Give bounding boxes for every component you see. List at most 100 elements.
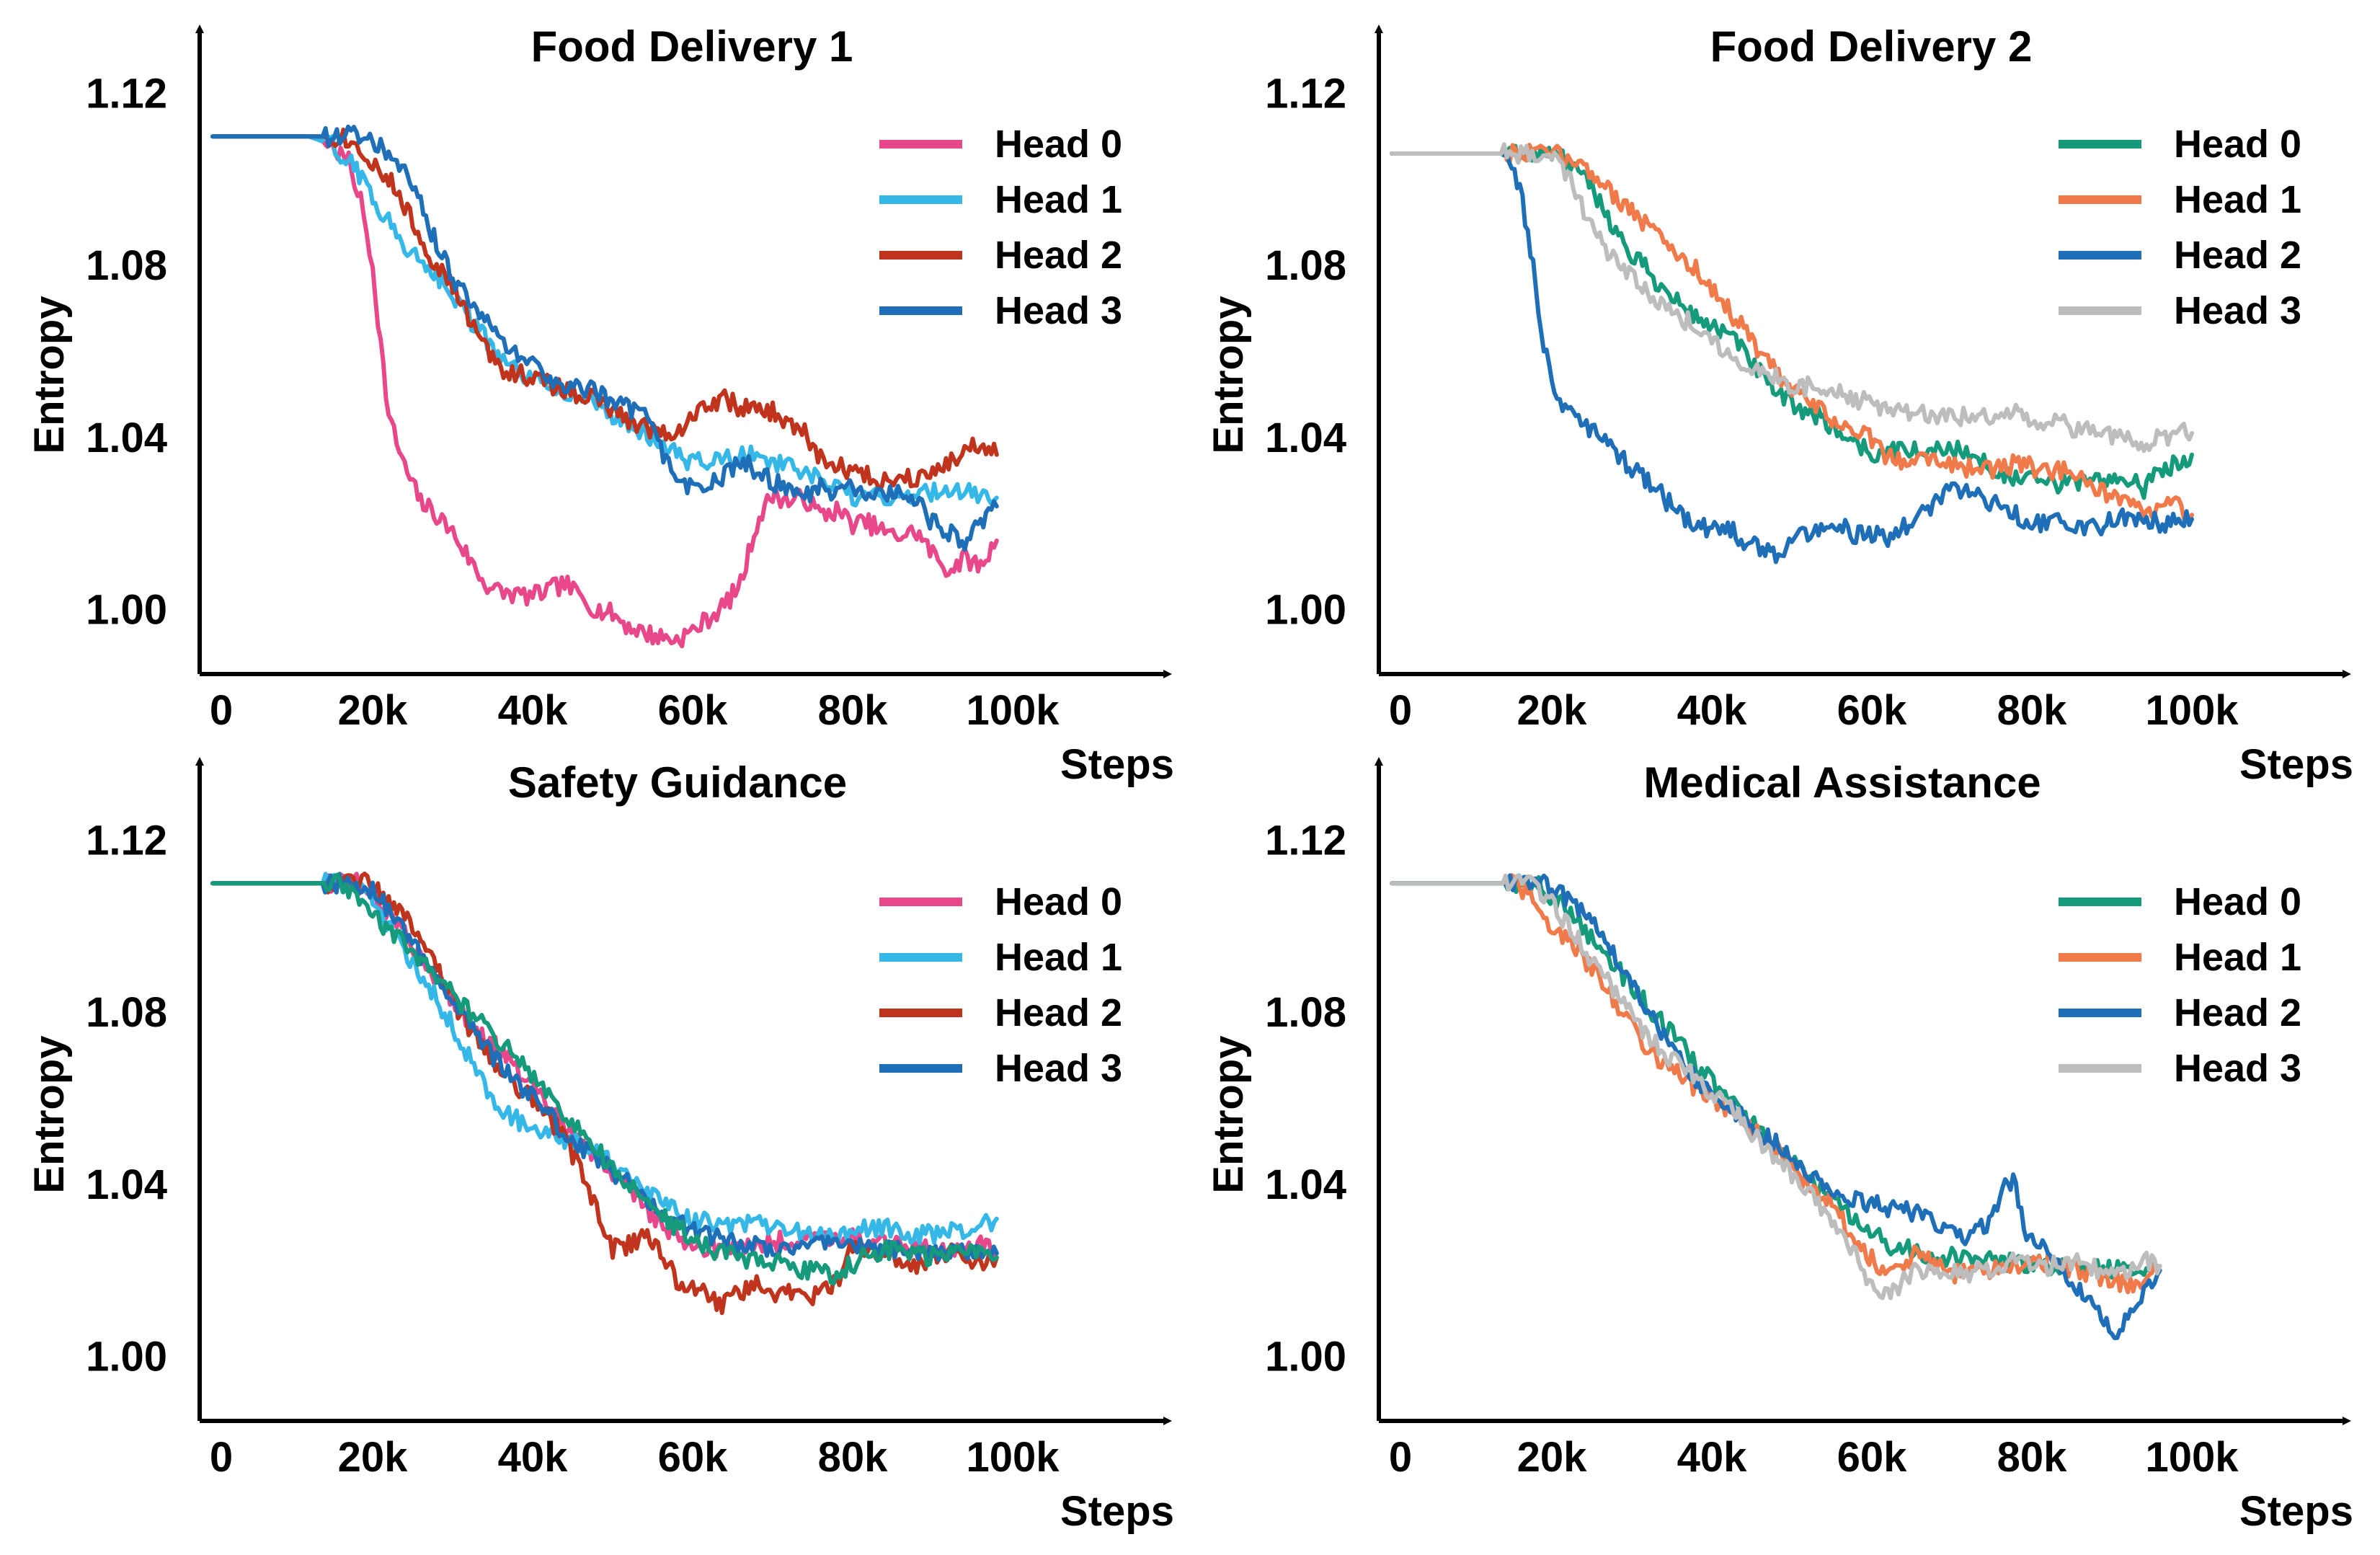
x-tick-label: 0 bbox=[210, 1434, 233, 1481]
x-tick-label: 80k bbox=[1997, 1434, 2068, 1481]
panel-food-delivery-2: Food Delivery 2 Entropy Steps 0 20k 40k 60k… bbox=[1205, 22, 2353, 788]
legend-label: Head 2 bbox=[995, 991, 1122, 1035]
x-tick-label: 40k bbox=[498, 1434, 569, 1481]
y-tick-label: 1.08 bbox=[1265, 989, 1346, 1036]
legend-label: Head 3 bbox=[2174, 1047, 2301, 1090]
x-axis-label: Steps bbox=[1060, 741, 1174, 788]
x-axis-label: Steps bbox=[2239, 741, 2353, 788]
x-tick-label: 60k bbox=[1837, 1434, 1908, 1481]
x-tick-label: 20k bbox=[338, 687, 409, 734]
series-line-head-2 bbox=[1390, 149, 2194, 564]
series-group bbox=[1390, 873, 2162, 1340]
series-line-head-2 bbox=[210, 128, 999, 491]
y-tick-label: 1.12 bbox=[1265, 818, 1346, 864]
legend: Head 0 Head 1 Head 2 Head 3 bbox=[2059, 880, 2301, 1090]
ticks: 0 20k 40k 60k 80k 100k 1.00 1.04 1.08 1.12 bbox=[1265, 818, 2239, 1481]
series-line-head-0 bbox=[210, 872, 999, 1260]
ticks: 0 20k 40k 60k 80k 100k 1.00 1.04 1.08 1.12 bbox=[86, 818, 1060, 1481]
x-tick-label: 0 bbox=[210, 687, 233, 734]
legend-label: Head 0 bbox=[995, 880, 1122, 923]
y-tick-label: 1.00 bbox=[86, 587, 167, 634]
ticks: 0 20k 40k 60k 80k 100k 1.00 1.04 1.08 1.12 bbox=[86, 71, 1060, 735]
axes bbox=[195, 757, 1172, 1425]
chart-title: Food Delivery 2 bbox=[1710, 22, 2033, 71]
x-tick-label: 100k bbox=[2145, 687, 2239, 734]
axes bbox=[1375, 757, 2351, 1425]
axes bbox=[1375, 25, 2351, 678]
panel-safety-guidance: Safety Guidance Entropy Steps 0 20k 40k 60k… bbox=[26, 757, 1174, 1535]
legend-label: Head 3 bbox=[995, 1047, 1122, 1090]
series-line-head-3 bbox=[210, 872, 999, 1263]
legend-label: Head 3 bbox=[995, 289, 1122, 332]
axes bbox=[195, 25, 1172, 678]
x-tick-label: 60k bbox=[1837, 687, 1908, 734]
y-tick-label: 1.04 bbox=[1265, 415, 1346, 461]
legend-label: Head 3 bbox=[2174, 289, 2301, 332]
ticks: 0 20k 40k 60k 80k 100k 1.00 1.04 1.08 1.12 bbox=[1265, 71, 2239, 735]
y-axis-label: Entropy bbox=[26, 1035, 73, 1193]
series-line-head-3 bbox=[1390, 873, 2162, 1301]
x-tick-label: 100k bbox=[966, 687, 1060, 734]
x-tick-label: 80k bbox=[818, 687, 889, 734]
x-tick-label: 60k bbox=[658, 687, 729, 734]
x-tick-label: 60k bbox=[658, 1434, 729, 1481]
x-tick-label: 20k bbox=[338, 1434, 409, 1481]
y-tick-label: 1.00 bbox=[1265, 1334, 1346, 1381]
y-tick-label: 1.00 bbox=[1265, 587, 1346, 634]
chart-title: Safety Guidance bbox=[508, 758, 847, 807]
series-line-head-1 bbox=[210, 872, 999, 1245]
legend-label: Head 1 bbox=[2174, 936, 2301, 979]
legend: Head 0 Head 1 Head 2 Head 3 bbox=[2059, 123, 2301, 332]
y-tick-label: 1.04 bbox=[86, 415, 167, 461]
legend: Head 0 Head 1 Head 2 Head 3 bbox=[879, 123, 1122, 332]
legend-label: Head 0 bbox=[2174, 123, 2301, 166]
legend-label: Head 1 bbox=[2174, 178, 2301, 221]
panel-medical-assistance: Medical Assistance Entropy Steps 0 20k 40k… bbox=[1205, 757, 2353, 1535]
x-tick-label: 0 bbox=[1389, 687, 1412, 734]
y-tick-label: 1.08 bbox=[86, 242, 167, 289]
legend-label: Head 2 bbox=[2174, 991, 2301, 1035]
legend-label: Head 0 bbox=[2174, 880, 2301, 923]
y-tick-label: 1.04 bbox=[86, 1161, 167, 1208]
series-line-head-3 bbox=[210, 124, 999, 552]
legend-label: Head 0 bbox=[995, 123, 1122, 166]
x-tick-label: 80k bbox=[1997, 687, 2068, 734]
series-line-head-0 bbox=[1390, 873, 2162, 1280]
legend-label: Head 1 bbox=[995, 178, 1122, 221]
x-tick-label: 40k bbox=[1677, 687, 1748, 734]
x-tick-label: 20k bbox=[1517, 687, 1588, 734]
series-line-head-1 bbox=[210, 133, 999, 508]
y-tick-label: 1.08 bbox=[86, 989, 167, 1036]
y-tick-label: 1.12 bbox=[1265, 71, 1346, 118]
y-axis-label: Entropy bbox=[1205, 296, 1252, 453]
x-tick-label: 20k bbox=[1517, 1434, 1588, 1481]
x-tick-label: 80k bbox=[818, 1434, 889, 1481]
x-tick-label: 40k bbox=[1677, 1434, 1748, 1481]
y-tick-label: 1.04 bbox=[1265, 1161, 1346, 1208]
x-tick-label: 100k bbox=[966, 1434, 1060, 1481]
x-axis-label: Steps bbox=[1060, 1488, 1174, 1535]
y-tick-label: 1.12 bbox=[86, 818, 167, 864]
series-group bbox=[1390, 142, 2194, 564]
x-tick-label: 0 bbox=[1389, 1434, 1412, 1481]
panel-food-delivery-1: Food Delivery 1 Entropy Steps 0 20k 40k 60k… bbox=[26, 22, 1174, 788]
legend-label: Head 2 bbox=[2174, 234, 2301, 277]
x-tick-label: 40k bbox=[498, 687, 569, 734]
chart-title: Medical Assistance bbox=[1643, 758, 2041, 807]
y-axis-label: Entropy bbox=[1205, 1035, 1252, 1193]
series-group bbox=[210, 124, 999, 649]
y-tick-label: 1.12 bbox=[86, 71, 167, 118]
y-axis-label: Entropy bbox=[26, 296, 73, 453]
legend-label: Head 1 bbox=[995, 936, 1122, 979]
x-axis-label: Steps bbox=[2239, 1488, 2353, 1535]
series-line-head-3 bbox=[1390, 142, 2194, 453]
y-tick-label: 1.08 bbox=[1265, 242, 1346, 289]
chart-title: Food Delivery 1 bbox=[531, 22, 853, 71]
y-tick-label: 1.00 bbox=[86, 1334, 167, 1381]
series-line-head-0-teal- bbox=[210, 872, 999, 1286]
series-group bbox=[210, 872, 999, 1316]
legend: Head 0 Head 1 Head 2 Head 3 bbox=[879, 880, 1122, 1090]
legend-label: Head 2 bbox=[995, 234, 1122, 277]
series-line-head-1 bbox=[1390, 873, 2162, 1295]
